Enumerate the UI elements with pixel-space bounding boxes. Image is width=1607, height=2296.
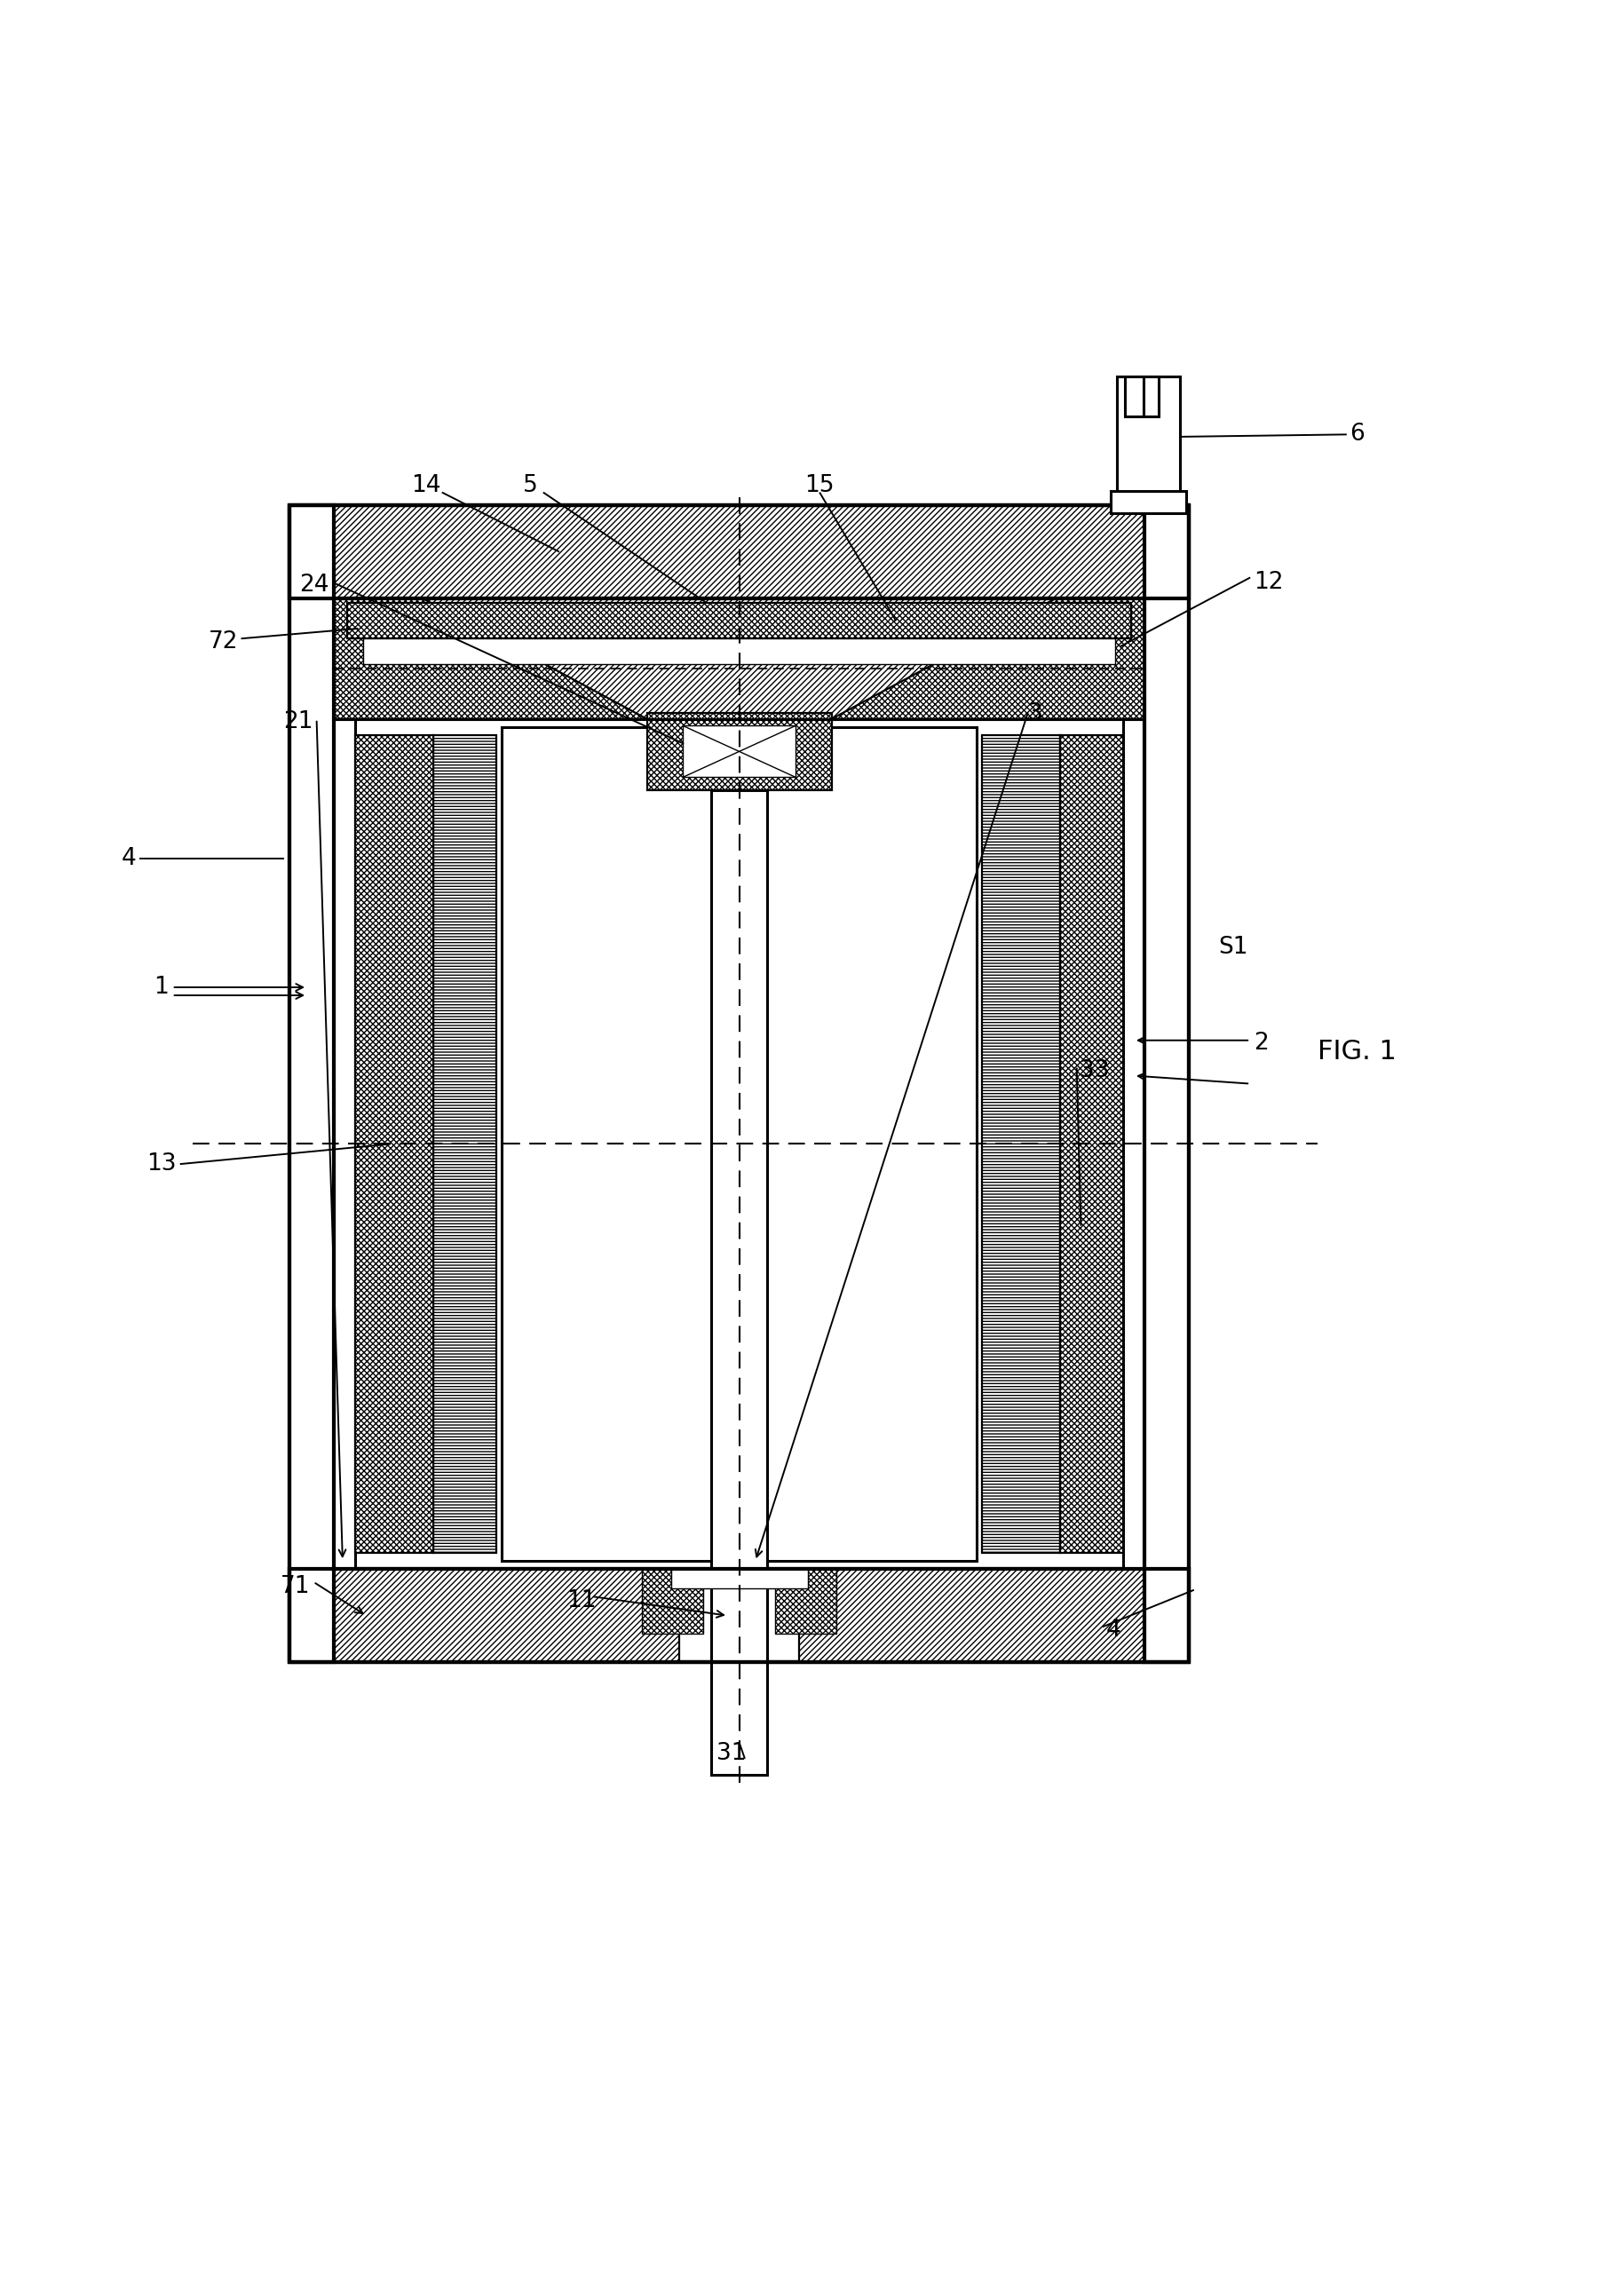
Text: 72: 72 (207, 629, 238, 654)
Text: 3: 3 (1028, 703, 1043, 726)
Bar (646, 712, 832, 790)
Bar (1110, 491, 1186, 514)
Bar (334, 1568, 678, 1662)
Bar (775, 1568, 836, 1632)
Text: 14: 14 (411, 475, 440, 498)
Bar (683, 726, 795, 776)
Text: 13: 13 (146, 1153, 177, 1176)
Text: 6: 6 (1350, 422, 1364, 445)
Bar (347, 604, 1131, 638)
Text: FIG. 1: FIG. 1 (1318, 1038, 1396, 1065)
Bar (432, 735, 497, 1552)
Bar (289, 505, 1189, 599)
Bar (641, 1568, 702, 1632)
Bar (1144, 505, 1189, 1662)
Bar (289, 505, 1189, 599)
Text: 21: 21 (283, 709, 313, 735)
Bar (501, 728, 977, 1561)
Text: 4: 4 (1106, 1619, 1120, 1642)
Text: 24: 24 (299, 574, 329, 597)
Bar (800, 1568, 1144, 1662)
Bar (355, 735, 432, 1552)
Text: 11: 11 (567, 1589, 596, 1612)
Text: 4: 4 (122, 847, 137, 870)
Bar (334, 719, 355, 1568)
Bar (1125, 377, 1144, 418)
Polygon shape (334, 599, 646, 719)
Bar (1123, 719, 1144, 1568)
Bar (710, 790, 767, 1775)
Bar (672, 1568, 807, 1589)
Bar (334, 599, 1144, 719)
Polygon shape (832, 599, 1144, 719)
Bar (289, 1568, 1189, 1662)
Bar (1144, 377, 1159, 418)
Text: 1: 1 (154, 976, 169, 999)
Text: 71: 71 (280, 1575, 310, 1598)
Bar (1117, 377, 1180, 498)
Text: 15: 15 (805, 475, 834, 498)
Bar (289, 505, 334, 1662)
Bar (1059, 735, 1123, 1552)
Text: S1: S1 (1218, 934, 1249, 960)
Bar (982, 735, 1059, 1552)
Bar (363, 638, 1115, 664)
Text: 2: 2 (1253, 1031, 1268, 1056)
Text: 12: 12 (1253, 572, 1284, 595)
Text: 5: 5 (522, 475, 538, 498)
Bar (289, 1568, 1189, 1662)
Text: 33: 33 (1080, 1058, 1110, 1081)
Text: 31: 31 (717, 1743, 746, 1766)
